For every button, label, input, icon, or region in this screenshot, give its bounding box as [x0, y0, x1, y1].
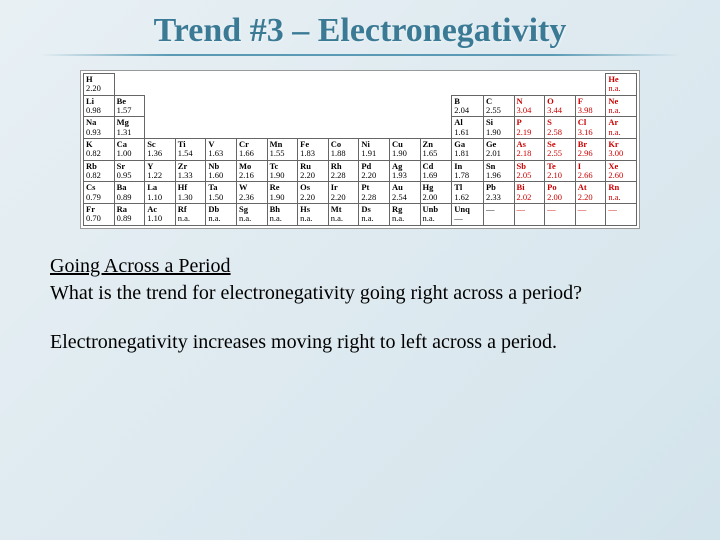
element-cell: Ra0.89 [114, 204, 145, 226]
element-cell: Nb1.60 [206, 160, 237, 182]
element-cell: Ti1.54 [175, 139, 206, 161]
element-cell: S2.58 [545, 117, 576, 139]
element-cell: Sr0.95 [114, 160, 145, 182]
element-cell: La1.10 [145, 182, 176, 204]
element-cell: Ba0.89 [114, 182, 145, 204]
element-cell: Rh2.28 [328, 160, 359, 182]
element-cell: Mn1.55 [267, 139, 298, 161]
element-cell: Cu1.90 [389, 139, 420, 161]
element-cell: C2.55 [483, 95, 514, 117]
element-cell: Tc1.90 [267, 160, 298, 182]
element-cell: Fe1.83 [298, 139, 329, 161]
element-cell: Bhn.a. [267, 204, 298, 226]
element-cell: P2.19 [514, 117, 545, 139]
element-cell: Ni1.91 [359, 139, 390, 161]
element-cell: Kr3.00 [606, 139, 637, 161]
element-cell: Cl3.16 [575, 117, 606, 139]
element-cell: Mg1.31 [114, 117, 145, 139]
answer-text: Electronegativity increases moving right… [50, 329, 670, 356]
element-cell: Cs0.79 [84, 182, 115, 204]
element-cell: Nen.a. [606, 95, 637, 117]
element-cell: Zr1.33 [175, 160, 206, 182]
element-cell: Sb2.05 [514, 160, 545, 182]
element-cell: Se2.55 [545, 139, 576, 161]
slide-title: Trend #3 – Electronegativity [0, 0, 720, 50]
element-cell: Al1.61 [452, 117, 484, 139]
body-text: Going Across a Period What is the trend … [0, 229, 720, 356]
element-cell: W2.36 [236, 182, 267, 204]
periodic-table: H2.20 Hen.a. Li0.98Be1.57 B2.04C2.55N3.04O3… [83, 73, 637, 226]
element-cell: Fr0.70 [84, 204, 115, 226]
element-cell: Tl1.62 [452, 182, 484, 204]
element-cell: Mtn.a. [328, 204, 359, 226]
element-cell: Unbn.a. [420, 204, 452, 226]
element-cell: Hg2.00 [420, 182, 452, 204]
element-cell: Unq— [452, 204, 484, 226]
element-cell: Hf1.30 [175, 182, 206, 204]
element-cell: Dsn.a. [359, 204, 390, 226]
element-cell: Te2.10 [545, 160, 576, 182]
element-cell: — [606, 204, 637, 226]
element-cell: N3.04 [514, 95, 545, 117]
element-cell: — [514, 204, 545, 226]
element-cell: Ta1.50 [206, 182, 237, 204]
title-underline [40, 54, 680, 56]
element-cell: Ca1.00 [114, 139, 145, 161]
element-cell: Hsn.a. [298, 204, 329, 226]
section-heading: Going Across a Period [50, 253, 670, 280]
element-cell: Rfn.a. [175, 204, 206, 226]
element-cell: Bi2.02 [514, 182, 545, 204]
electronegativity-table: H2.20 Hen.a. Li0.98Be1.57 B2.04C2.55N3.04O3… [80, 70, 640, 229]
element-cell: Arn.a. [606, 117, 637, 139]
element-cell: — [545, 204, 576, 226]
element-cell: Xe2.60 [606, 160, 637, 182]
element-cell: Ru2.20 [298, 160, 329, 182]
element-cell: Pt2.28 [359, 182, 390, 204]
element-cell: Cd1.69 [420, 160, 452, 182]
element-cell: Br2.96 [575, 139, 606, 161]
element-cell: Rb0.82 [84, 160, 115, 182]
element-cell: Ac1.10 [145, 204, 176, 226]
element-cell: Dbn.a. [206, 204, 237, 226]
element-cell: K0.82 [84, 139, 115, 161]
element-cell: Ag1.93 [389, 160, 420, 182]
element-cell: O3.44 [545, 95, 576, 117]
element-cell: Y1.22 [145, 160, 176, 182]
element-cell: Rnn.a. [606, 182, 637, 204]
element-cell: I2.66 [575, 160, 606, 182]
element-cell: Rgn.a. [389, 204, 420, 226]
element-cell: Co1.88 [328, 139, 359, 161]
element-cell: Pd2.20 [359, 160, 390, 182]
element-cell: Sc1.36 [145, 139, 176, 161]
element-cell: Ir2.20 [328, 182, 359, 204]
question-text: What is the trend for electronegativity … [50, 280, 670, 307]
element-cell: — [575, 204, 606, 226]
element-cell: Re1.90 [267, 182, 298, 204]
element-cell: Be1.57 [114, 95, 145, 117]
element-cell: Hen.a. [606, 74, 637, 96]
element-cell: Zn1.65 [420, 139, 452, 161]
element-cell: Mo2.16 [236, 160, 267, 182]
element-cell: Sgn.a. [236, 204, 267, 226]
element-cell: Ge2.01 [483, 139, 514, 161]
element-cell: Na0.93 [84, 117, 115, 139]
element-cell: As2.18 [514, 139, 545, 161]
element-cell: At2.20 [575, 182, 606, 204]
element-cell: Ga1.81 [452, 139, 484, 161]
element-cell: Sn1.96 [483, 160, 514, 182]
element-cell: V1.63 [206, 139, 237, 161]
element-cell: Cr1.66 [236, 139, 267, 161]
element-cell: Os2.20 [298, 182, 329, 204]
element-cell: Pb2.33 [483, 182, 514, 204]
element-cell: Si1.90 [483, 117, 514, 139]
element-cell: In1.78 [452, 160, 484, 182]
element-cell: Po2.00 [545, 182, 576, 204]
element-cell: Li0.98 [84, 95, 115, 117]
element-cell: Au2.54 [389, 182, 420, 204]
element-cell: F3.98 [575, 95, 606, 117]
element-cell: B2.04 [452, 95, 484, 117]
element-cell: — [483, 204, 514, 226]
element-cell: H2.20 [84, 74, 115, 96]
